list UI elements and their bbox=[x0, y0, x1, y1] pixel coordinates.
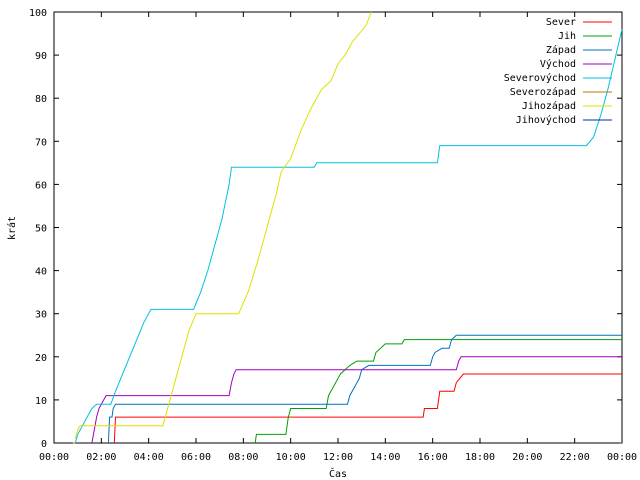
series-line-4 bbox=[91, 356, 622, 444]
x-tick-label: 12:00 bbox=[323, 452, 353, 463]
y-tick-label: 30 bbox=[35, 310, 47, 321]
y-tick-label: 80 bbox=[35, 94, 47, 105]
x-axis-label: Čas bbox=[329, 467, 347, 480]
legend-label: Jihozápad bbox=[522, 100, 576, 112]
y-tick-label: 60 bbox=[35, 180, 47, 191]
legend-label: Severovýchod bbox=[504, 72, 576, 84]
y-tick-label: 100 bbox=[29, 8, 47, 19]
x-tick-label: 02:00 bbox=[86, 452, 116, 463]
y-tick-label: 20 bbox=[35, 353, 47, 364]
x-tick-label: 20:00 bbox=[512, 452, 542, 463]
x-tick-label: 14:00 bbox=[370, 452, 400, 463]
y-axis-label: krát bbox=[6, 216, 18, 240]
series-lines bbox=[72, 11, 623, 444]
x-tick-label: 06:00 bbox=[181, 452, 211, 463]
x-tick-label: 00:00 bbox=[607, 452, 637, 463]
legend-label: Západ bbox=[546, 44, 576, 56]
x-tick-label: 08:00 bbox=[228, 452, 258, 463]
y-tick-label: 10 bbox=[35, 396, 47, 407]
legend-label: Sever bbox=[546, 17, 576, 28]
x-tick-label: 22:00 bbox=[560, 452, 590, 463]
y-tick-label: 90 bbox=[35, 51, 47, 62]
legend-label: Jihovýchod bbox=[516, 114, 576, 126]
legend-label: Východ bbox=[540, 58, 576, 70]
x-tick-label: 10:00 bbox=[276, 452, 306, 463]
y-tick-label: 0 bbox=[41, 439, 47, 450]
legend-label: Severozápad bbox=[510, 86, 576, 98]
y-tick-label: 40 bbox=[35, 267, 47, 278]
x-tick-label: 16:00 bbox=[418, 452, 448, 463]
series-line-7 bbox=[74, 11, 372, 439]
x-tick-label: 00:00 bbox=[39, 452, 69, 463]
series-line-1 bbox=[113, 373, 622, 444]
legend: Sever Jih Západ Východ Severovýchod Severozáp… bbox=[504, 17, 612, 126]
x-tick-label: 04:00 bbox=[134, 452, 164, 463]
series-line-5 bbox=[74, 29, 623, 444]
y-axis-ticks: 0 10 20 30 40 50 60 70 80 90 100 bbox=[29, 8, 622, 450]
plot-area bbox=[53, 11, 623, 444]
x-axis-ticks: 00:00 02:00 04:00 06:00 08:00 10:00 12:00 14:00… bbox=[39, 12, 637, 463]
y-tick-label: 70 bbox=[35, 137, 47, 148]
y-tick-label: 50 bbox=[35, 224, 47, 235]
legend-label: Jih bbox=[558, 31, 576, 42]
x-tick-label: 18:00 bbox=[465, 452, 495, 463]
